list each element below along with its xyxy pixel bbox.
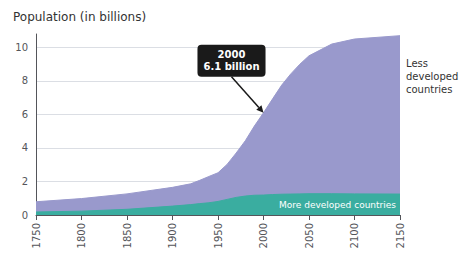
svg-text:8: 8 <box>22 75 28 86</box>
svg-text:6: 6 <box>22 109 28 120</box>
svg-text:Less: Less <box>406 58 428 69</box>
svg-text:More developed countries: More developed countries <box>279 200 396 210</box>
svg-text:developed: developed <box>406 71 458 82</box>
svg-text:2000: 2000 <box>258 223 269 248</box>
svg-text:4: 4 <box>22 142 28 153</box>
svg-text:2000: 2000 <box>218 49 246 60</box>
svg-text:10: 10 <box>15 42 28 53</box>
svg-text:1850: 1850 <box>122 223 133 248</box>
svg-text:2050: 2050 <box>304 223 315 248</box>
svg-text:1800: 1800 <box>76 223 87 248</box>
svg-text:6.1 billion: 6.1 billion <box>203 61 259 72</box>
svg-text:2: 2 <box>22 176 28 187</box>
svg-text:countries: countries <box>406 84 452 95</box>
svg-text:2150: 2150 <box>395 223 406 248</box>
svg-text:1950: 1950 <box>213 223 224 248</box>
svg-text:1750: 1750 <box>31 223 42 248</box>
svg-text:Population (in billions): Population (in billions) <box>13 10 146 24</box>
svg-text:2100: 2100 <box>349 223 360 248</box>
svg-text:0: 0 <box>22 210 28 221</box>
svg-text:1900: 1900 <box>167 223 178 248</box>
